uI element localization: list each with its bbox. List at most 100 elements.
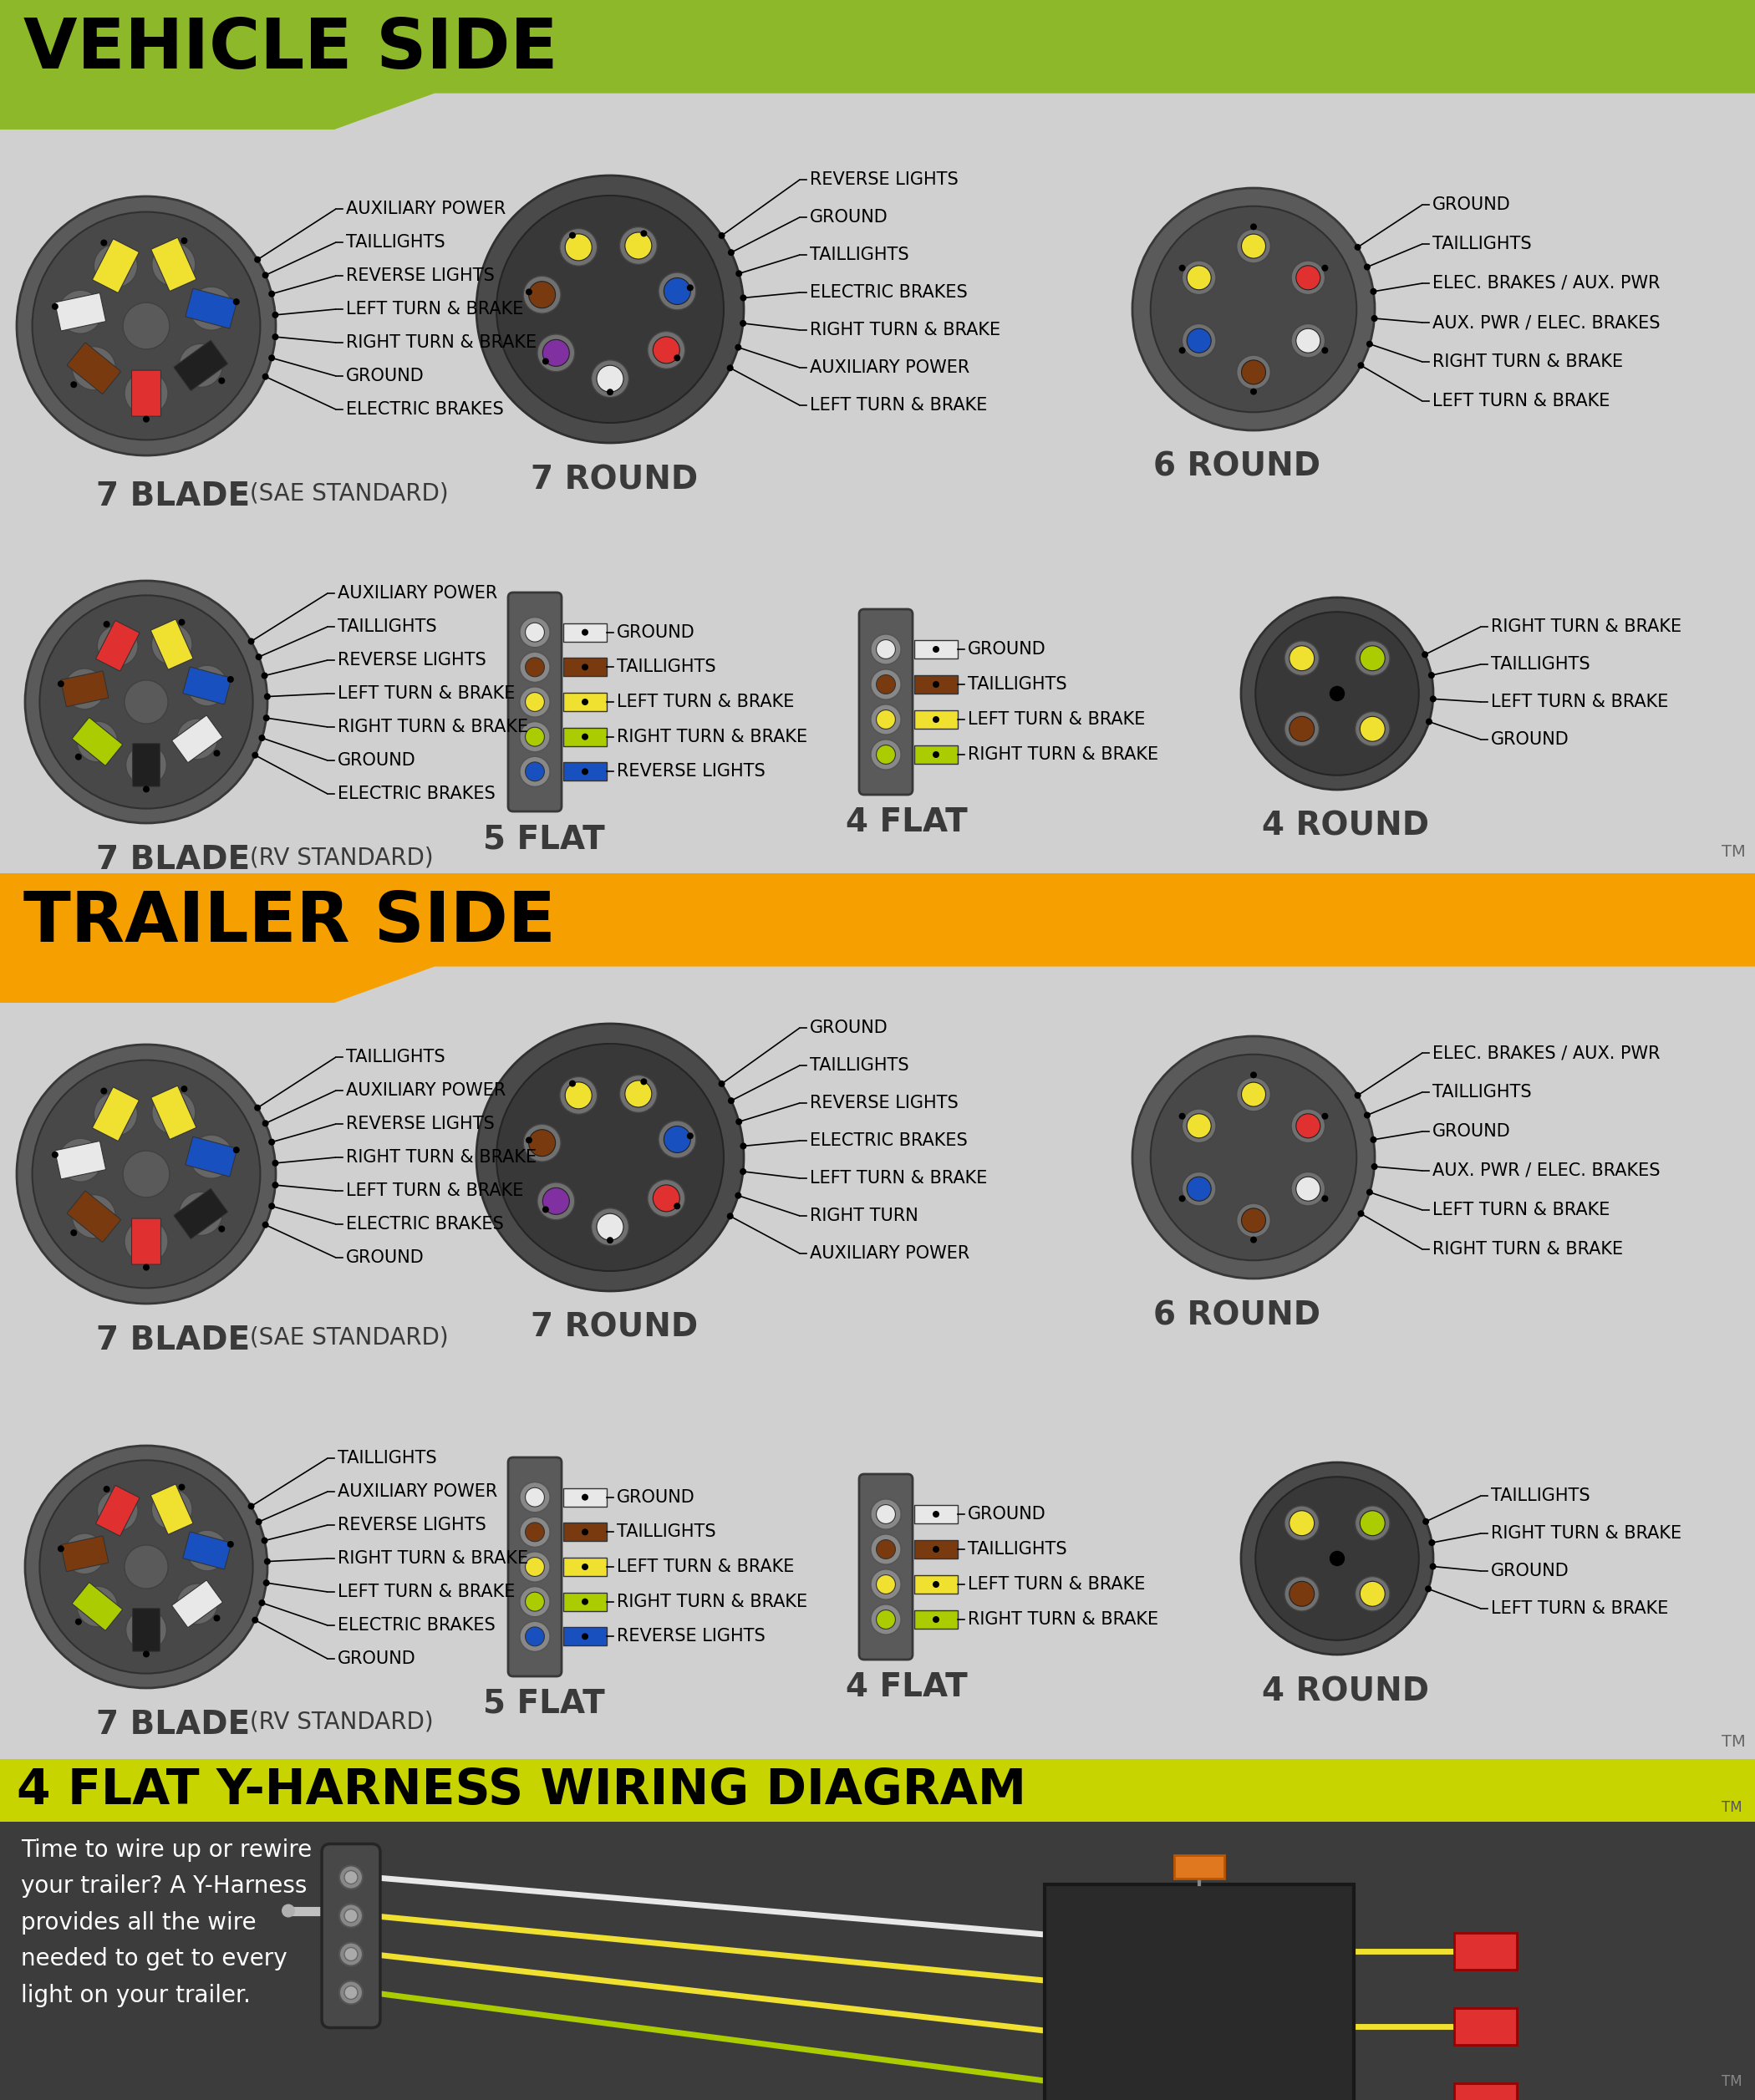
Circle shape bbox=[497, 195, 723, 422]
Circle shape bbox=[565, 233, 591, 260]
Circle shape bbox=[542, 357, 549, 365]
Circle shape bbox=[1360, 1581, 1385, 1606]
Circle shape bbox=[40, 1460, 253, 1674]
Text: ELECTRIC BRAKES: ELECTRIC BRAKES bbox=[337, 785, 495, 802]
Text: AUX. PWR / ELEC. BRAKES: AUX. PWR / ELEC. BRAKES bbox=[1432, 315, 1660, 332]
Circle shape bbox=[1355, 712, 1390, 746]
Circle shape bbox=[525, 727, 544, 746]
Circle shape bbox=[641, 1077, 648, 1086]
Circle shape bbox=[254, 256, 261, 262]
Text: RIGHT TURN & BRAKE: RIGHT TURN & BRAKE bbox=[1432, 353, 1623, 370]
Circle shape bbox=[1322, 265, 1329, 271]
Circle shape bbox=[269, 290, 276, 298]
FancyBboxPatch shape bbox=[132, 370, 161, 416]
FancyBboxPatch shape bbox=[133, 1609, 160, 1651]
Circle shape bbox=[214, 1615, 219, 1621]
Text: 6 ROUND: 6 ROUND bbox=[1153, 1300, 1320, 1331]
Circle shape bbox=[95, 244, 137, 288]
Circle shape bbox=[181, 1086, 188, 1092]
Circle shape bbox=[625, 1082, 651, 1107]
Circle shape bbox=[104, 1487, 111, 1493]
Text: (RV STANDARD): (RV STANDARD) bbox=[242, 1712, 433, 1735]
Circle shape bbox=[537, 334, 574, 372]
Circle shape bbox=[256, 653, 261, 659]
Circle shape bbox=[1425, 718, 1432, 724]
FancyBboxPatch shape bbox=[172, 716, 223, 762]
Text: 7 ROUND: 7 ROUND bbox=[530, 464, 698, 496]
Text: 4 ROUND: 4 ROUND bbox=[1262, 1676, 1429, 1707]
Circle shape bbox=[932, 1546, 939, 1552]
Circle shape bbox=[1237, 1203, 1271, 1237]
Circle shape bbox=[179, 620, 184, 626]
Circle shape bbox=[1371, 288, 1376, 294]
Text: VEHICLE SIDE: VEHICLE SIDE bbox=[23, 15, 558, 82]
Text: RIGHT TURN & BRAKE: RIGHT TURN & BRAKE bbox=[967, 746, 1158, 762]
Circle shape bbox=[344, 1987, 358, 1999]
Circle shape bbox=[32, 212, 260, 439]
Circle shape bbox=[625, 233, 651, 258]
Bar bbox=[0, 1760, 1755, 2100]
Circle shape bbox=[569, 1079, 576, 1088]
Circle shape bbox=[272, 334, 279, 340]
Text: REVERSE LIGHTS: REVERSE LIGHTS bbox=[337, 651, 486, 668]
Circle shape bbox=[142, 416, 149, 422]
Circle shape bbox=[519, 756, 549, 788]
Circle shape bbox=[607, 388, 614, 395]
Text: GROUND: GROUND bbox=[809, 1019, 888, 1035]
Text: AUX. PWR / ELEC. BRAKES: AUX. PWR / ELEC. BRAKES bbox=[1432, 1163, 1660, 1178]
Circle shape bbox=[1360, 716, 1385, 741]
Bar bbox=[914, 1575, 958, 1594]
Circle shape bbox=[1355, 244, 1362, 250]
Circle shape bbox=[153, 244, 195, 286]
FancyBboxPatch shape bbox=[183, 1531, 232, 1569]
Text: TAILLIGHTS: TAILLIGHTS bbox=[967, 1541, 1067, 1558]
Circle shape bbox=[620, 1075, 656, 1113]
Circle shape bbox=[153, 1090, 195, 1134]
Bar bbox=[563, 1489, 607, 1506]
Text: LEFT TURN & BRAKE: LEFT TURN & BRAKE bbox=[809, 1170, 988, 1186]
Text: 4 ROUND: 4 ROUND bbox=[1262, 811, 1429, 842]
FancyBboxPatch shape bbox=[151, 1086, 197, 1140]
Circle shape bbox=[876, 674, 895, 693]
Circle shape bbox=[247, 1504, 254, 1510]
Text: REVERSE LIGHTS: REVERSE LIGHTS bbox=[346, 1115, 495, 1132]
Circle shape bbox=[65, 668, 105, 710]
Text: LEFT TURN & BRAKE: LEFT TURN & BRAKE bbox=[337, 1583, 516, 1600]
Circle shape bbox=[226, 676, 233, 682]
Circle shape bbox=[525, 1592, 544, 1611]
FancyBboxPatch shape bbox=[174, 1189, 228, 1239]
Text: GROUND: GROUND bbox=[1492, 1562, 1569, 1579]
Text: GROUND: GROUND bbox=[337, 752, 416, 769]
FancyBboxPatch shape bbox=[174, 340, 228, 391]
Circle shape bbox=[75, 754, 82, 760]
Text: 5 FLAT: 5 FLAT bbox=[483, 823, 605, 855]
FancyBboxPatch shape bbox=[132, 1218, 161, 1264]
Circle shape bbox=[126, 746, 167, 785]
Text: RIGHT TURN & BRAKE: RIGHT TURN & BRAKE bbox=[337, 1550, 528, 1567]
Circle shape bbox=[497, 1044, 723, 1270]
Circle shape bbox=[674, 355, 681, 361]
Circle shape bbox=[258, 1600, 265, 1606]
Circle shape bbox=[1295, 1113, 1320, 1138]
Circle shape bbox=[932, 680, 939, 687]
Circle shape bbox=[870, 704, 900, 735]
Circle shape bbox=[519, 1621, 549, 1653]
Circle shape bbox=[142, 785, 149, 792]
Text: LEFT TURN & BRAKE: LEFT TURN & BRAKE bbox=[346, 300, 523, 317]
Circle shape bbox=[344, 1909, 358, 1922]
Circle shape bbox=[591, 1208, 628, 1245]
Polygon shape bbox=[0, 0, 1755, 130]
Text: LEFT TURN & BRAKE: LEFT TURN & BRAKE bbox=[1432, 1201, 1609, 1218]
Text: RIGHT TURN & BRAKE: RIGHT TURN & BRAKE bbox=[809, 321, 1000, 338]
Circle shape bbox=[344, 1871, 358, 1884]
FancyBboxPatch shape bbox=[860, 609, 913, 794]
Text: RIGHT TURN & BRAKE: RIGHT TURN & BRAKE bbox=[1492, 1525, 1681, 1541]
Circle shape bbox=[581, 699, 588, 706]
Text: TM: TM bbox=[1722, 2075, 1743, 2090]
Circle shape bbox=[525, 693, 544, 712]
Circle shape bbox=[870, 1604, 900, 1634]
Text: ELEC. BRAKES / AUX. PWR: ELEC. BRAKES / AUX. PWR bbox=[1432, 1044, 1660, 1060]
Circle shape bbox=[525, 762, 544, 781]
Text: LEFT TURN & BRAKE: LEFT TURN & BRAKE bbox=[616, 693, 795, 710]
Bar bbox=[563, 693, 607, 712]
